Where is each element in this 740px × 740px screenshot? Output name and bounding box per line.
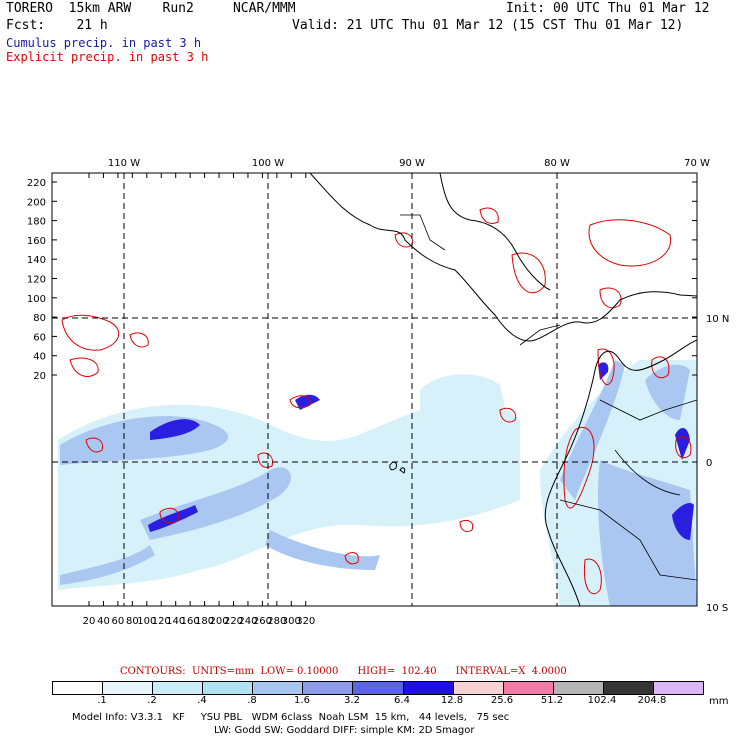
legend-values: .1 .2 .4 .8 1.6 3.2 6.4 12.8 25.6 51.2 102.4 204.8 bbox=[52, 695, 702, 707]
latitude-label: 10 N bbox=[706, 314, 729, 325]
y-tick-label: 220 bbox=[27, 178, 46, 189]
x-tick-label: 240 bbox=[238, 616, 257, 627]
x-tick-label: 120 bbox=[152, 616, 171, 627]
x-tick-label: 20 bbox=[83, 616, 96, 627]
legend-value: 25.6 bbox=[490, 695, 514, 706]
x-tick-label: 60 bbox=[112, 616, 125, 627]
legend-value: 204.8 bbox=[637, 695, 667, 706]
explicit-precip-label: Explicit precip. in past 3 h bbox=[6, 50, 209, 64]
cumulus-precip-label: Cumulus precip. in past 3 h bbox=[6, 36, 202, 50]
legend-value: .4 bbox=[197, 695, 207, 706]
longitude-label: 90 W bbox=[399, 158, 425, 169]
y-tick-label: 40 bbox=[33, 352, 46, 363]
legend-value: 51.2 bbox=[540, 695, 564, 706]
legend-swatch bbox=[303, 682, 354, 694]
x-tick-label: 280 bbox=[267, 616, 286, 627]
legend-swatch bbox=[453, 682, 504, 694]
latitude-label: 0 bbox=[706, 458, 712, 469]
x-tick-label: 260 bbox=[253, 616, 272, 627]
model-info: Model Info: V3.3.1 KF YSU PBL WDM 6class… bbox=[72, 712, 510, 723]
x-tick-label: 320 bbox=[296, 616, 315, 627]
legend-swatch bbox=[403, 682, 454, 694]
longitude-label: 80 W bbox=[544, 158, 570, 169]
country-borders bbox=[400, 214, 697, 581]
y-axis: 220 200 180 160 140 120 100 80 60 40 20 bbox=[27, 178, 697, 382]
y-tick-label: 180 bbox=[27, 217, 46, 228]
legend-value: 3.2 bbox=[344, 695, 360, 706]
init-time: Init: 00 UTC Thu 01 Mar 12 bbox=[506, 1, 710, 16]
x-tick-label: 200 bbox=[210, 616, 229, 627]
y-tick-label: 120 bbox=[27, 275, 46, 286]
y-tick-label: 160 bbox=[27, 236, 46, 247]
x-tick-label: 160 bbox=[181, 616, 200, 627]
latitude-labels: 10 N 0 10 S bbox=[706, 314, 729, 614]
x-tick-label: 180 bbox=[195, 616, 214, 627]
legend-swatch bbox=[153, 682, 204, 694]
x-tick-label: 80 bbox=[126, 616, 139, 627]
longitude-label: 110 W bbox=[108, 158, 140, 169]
contour-info: CONTOURS: UNITS=mm LOW= 0.10000 HIGH= 10… bbox=[120, 666, 567, 677]
legend-swatch bbox=[253, 682, 304, 694]
y-tick-label: 140 bbox=[27, 255, 46, 266]
legend-value: .1 bbox=[97, 695, 107, 706]
legend-units: mm bbox=[709, 696, 729, 707]
latitude-label: 10 S bbox=[706, 603, 728, 614]
legend-value: 1.6 bbox=[294, 695, 310, 706]
model-title: TORERO 15km ARW Run2 NCAR/MMM bbox=[6, 1, 296, 16]
longitude-label: 100 W bbox=[252, 158, 284, 169]
legend-swatch bbox=[603, 682, 654, 694]
moderate-precip-areas bbox=[60, 360, 697, 606]
legend-value: 102.4 bbox=[587, 695, 617, 706]
y-tick-label: 60 bbox=[33, 332, 46, 343]
legend-swatch bbox=[353, 682, 404, 694]
x-tick-label: 300 bbox=[282, 616, 301, 627]
x-tick-label: 220 bbox=[224, 616, 243, 627]
y-tick-label: 100 bbox=[27, 294, 46, 305]
y-tick-label: 20 bbox=[33, 371, 46, 382]
y-tick-label: 80 bbox=[33, 313, 46, 324]
longitude-label: 70 W bbox=[684, 158, 710, 169]
forecast-hour: Fcst: 21 h bbox=[6, 18, 108, 33]
legend-swatch bbox=[103, 682, 154, 694]
valid-time: Valid: 21 UTC Thu 01 Mar 12 (15 CST Thu … bbox=[292, 18, 684, 33]
coastlines bbox=[309, 173, 697, 606]
physics-info: LW: Godd SW: Goddard DIFF: simple KM: 2D… bbox=[214, 725, 475, 736]
color-legend bbox=[52, 681, 704, 695]
lat-lon-grid bbox=[52, 173, 697, 606]
legend-swatch bbox=[653, 682, 704, 694]
heavy-precip-cores bbox=[148, 362, 694, 540]
legend-value: 6.4 bbox=[394, 695, 410, 706]
legend-value: .2 bbox=[147, 695, 157, 706]
longitude-labels: 110 W 100 W 90 W 80 W 70 W bbox=[108, 158, 710, 169]
legend-value: .8 bbox=[247, 695, 257, 706]
legend-swatch bbox=[53, 682, 104, 694]
x-tick-label: 100 bbox=[137, 616, 156, 627]
legend-swatch bbox=[553, 682, 604, 694]
legend-swatch bbox=[503, 682, 554, 694]
precip-fields bbox=[52, 173, 697, 606]
x-tick-label: 140 bbox=[166, 616, 185, 627]
map-frame bbox=[51, 172, 698, 607]
legend-swatch bbox=[203, 682, 254, 694]
y-tick-label: 200 bbox=[27, 197, 46, 208]
legend-value: 12.8 bbox=[440, 695, 464, 706]
x-axis: 20 40 60 8010012014016018020022024026028030… bbox=[83, 173, 315, 627]
x-tick-label: 40 bbox=[97, 616, 110, 627]
